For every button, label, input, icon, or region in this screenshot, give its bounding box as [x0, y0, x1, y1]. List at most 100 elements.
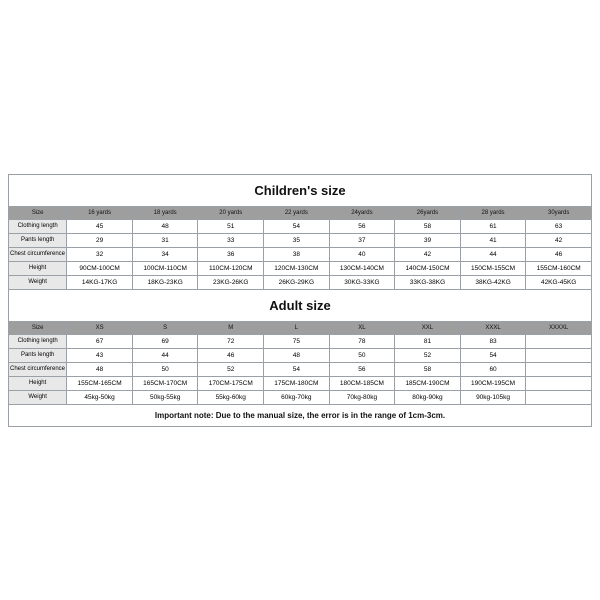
cell [526, 362, 592, 376]
cell: 54 [460, 348, 526, 362]
cell: 44 [460, 247, 526, 261]
children-header-row: Size 16 yards 18 yards 20 yards 22 yards… [9, 206, 592, 219]
row-label: Chest circumference 1/2 [9, 362, 67, 376]
cell: 52 [198, 362, 264, 376]
cell: 78 [329, 334, 395, 348]
row-label: Chest circumference 1/2 [9, 247, 67, 261]
cell: 52 [395, 348, 461, 362]
cell: 29 [67, 233, 133, 247]
cell: 38 [264, 247, 330, 261]
cell: 130CM-140CM [329, 261, 395, 275]
cell: 46 [526, 247, 592, 261]
cell: 140CM-150CM [395, 261, 461, 275]
cell: 60kg-70kg [264, 390, 330, 404]
cell: 30KG-33KG [329, 275, 395, 289]
cell: 18KG-23KG [132, 275, 198, 289]
cell: 48 [132, 219, 198, 233]
cell: 45kg-50kg [67, 390, 133, 404]
adult-header-cell: XXXXL [526, 321, 592, 334]
table-row: Chest circumference 1/2 48 50 52 54 56 5… [9, 362, 592, 376]
cell: 44 [132, 348, 198, 362]
children-header-cell: 24yards [329, 206, 395, 219]
children-header-cell: 18 yards [132, 206, 198, 219]
table-row: Height 155CM-165CM 165CM-170CM 170CM-175… [9, 376, 592, 390]
cell: 165CM-170CM [132, 376, 198, 390]
cell: 50kg-55kg [132, 390, 198, 404]
cell: 90kg-105kg [460, 390, 526, 404]
adult-title: Adult size [9, 289, 592, 321]
cell: 39 [395, 233, 461, 247]
adult-header-cell: XXL [395, 321, 461, 334]
cell [526, 334, 592, 348]
adult-title-row: Adult size [9, 289, 592, 321]
table-row: Weight 14KG-17KG 18KG-23KG 23KG-26KG 26K… [9, 275, 592, 289]
cell [526, 348, 592, 362]
cell: 31 [132, 233, 198, 247]
adult-header-cell: XL [329, 321, 395, 334]
cell: 14KG-17KG [67, 275, 133, 289]
cell: 81 [395, 334, 461, 348]
adult-header-cell: M [198, 321, 264, 334]
table-row: Pants length 43 44 46 48 50 52 54 [9, 348, 592, 362]
cell: 33KG-38KG [395, 275, 461, 289]
cell: 175CM-180CM [264, 376, 330, 390]
cell: 35 [264, 233, 330, 247]
size-chart-table: Children's size Size 16 yards 18 yards 2… [8, 174, 592, 427]
cell: 70kg-80kg [329, 390, 395, 404]
row-label: Pants length [9, 233, 67, 247]
cell: 45 [67, 219, 133, 233]
cell: 72 [198, 334, 264, 348]
adult-header-row: Size XS S M L XL XXL XXXL XXXXL [9, 321, 592, 334]
cell: 58 [395, 362, 461, 376]
cell: 83 [460, 334, 526, 348]
table-row: Clothing length 45 48 51 54 56 58 61 63 [9, 219, 592, 233]
cell: 36 [198, 247, 264, 261]
cell: 34 [132, 247, 198, 261]
cell: 63 [526, 219, 592, 233]
cell: 155CM-160CM [526, 261, 592, 275]
children-header-cell: Size [9, 206, 67, 219]
adult-header-cell: S [132, 321, 198, 334]
cell: 33 [198, 233, 264, 247]
cell: 54 [264, 362, 330, 376]
cell: 42KG-45KG [526, 275, 592, 289]
cell: 185CM-190CM [395, 376, 461, 390]
table-row: Chest circumference 1/2 32 34 36 38 40 4… [9, 247, 592, 261]
adult-header-cell: XS [67, 321, 133, 334]
cell: 38KG-42KG [460, 275, 526, 289]
cell: 58 [395, 219, 461, 233]
cell: 155CM-165CM [67, 376, 133, 390]
row-label: Pants length [9, 348, 67, 362]
children-header-cell: 16 yards [67, 206, 133, 219]
cell: 80kg-90kg [395, 390, 461, 404]
cell: 55kg-60kg [198, 390, 264, 404]
note-row: Important note: Due to the manual size, … [9, 404, 592, 426]
children-header-cell: 26yards [395, 206, 461, 219]
cell: 42 [395, 247, 461, 261]
adult-header-cell: L [264, 321, 330, 334]
cell: 41 [460, 233, 526, 247]
row-label: Weight [9, 275, 67, 289]
children-title-row: Children's size [9, 174, 592, 206]
cell: 61 [460, 219, 526, 233]
children-header-cell: 22 yards [264, 206, 330, 219]
cell: 69 [132, 334, 198, 348]
table-row: Weight 45kg-50kg 50kg-55kg 55kg-60kg 60k… [9, 390, 592, 404]
children-title: Children's size [9, 174, 592, 206]
children-header-cell: 28 yards [460, 206, 526, 219]
cell: 67 [67, 334, 133, 348]
row-label: Weight [9, 390, 67, 404]
cell: 32 [67, 247, 133, 261]
table-row: Height 90CM-100CM 100CM-110CM 110CM-120C… [9, 261, 592, 275]
cell: 170CM-175CM [198, 376, 264, 390]
cell: 37 [329, 233, 395, 247]
cell: 150CM-155CM [460, 261, 526, 275]
cell: 120CM-130CM [264, 261, 330, 275]
cell: 48 [264, 348, 330, 362]
row-label: Clothing length [9, 334, 67, 348]
row-label: Height [9, 376, 67, 390]
cell: 40 [329, 247, 395, 261]
table-row: Clothing length 67 69 72 75 78 81 83 [9, 334, 592, 348]
cell: 60 [460, 362, 526, 376]
adult-header-cell: Size [9, 321, 67, 334]
